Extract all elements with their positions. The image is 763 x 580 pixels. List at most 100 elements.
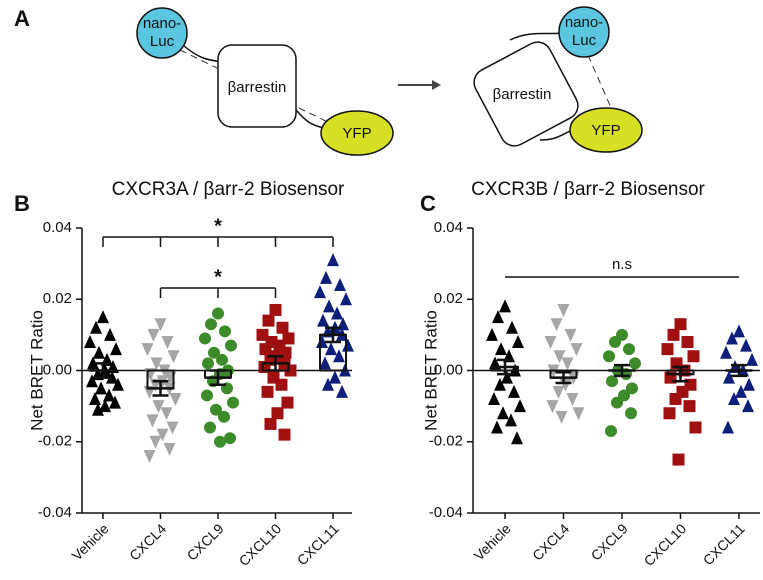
point bbox=[334, 278, 346, 291]
y-tick-label: 0.00 bbox=[43, 361, 72, 378]
y-tick-label: -0.04 bbox=[38, 504, 72, 521]
error-bar bbox=[492, 358, 518, 376]
label: YFP bbox=[342, 125, 371, 142]
point bbox=[570, 343, 583, 357]
point bbox=[512, 335, 524, 348]
point bbox=[269, 303, 282, 316]
y-tick-label: 0.00 bbox=[434, 361, 463, 378]
point bbox=[275, 378, 288, 391]
point bbox=[208, 346, 220, 359]
point bbox=[216, 353, 228, 366]
point bbox=[663, 407, 676, 420]
point bbox=[557, 303, 570, 317]
point bbox=[214, 435, 226, 448]
point bbox=[486, 327, 498, 341]
y-tick-label: -0.02 bbox=[429, 433, 463, 450]
y-tick-label: 0.02 bbox=[43, 290, 72, 307]
point bbox=[106, 370, 118, 384]
point bbox=[492, 310, 504, 324]
point bbox=[146, 414, 159, 428]
point bbox=[733, 324, 745, 338]
point bbox=[143, 450, 156, 463]
point bbox=[561, 357, 574, 371]
significance-label: * bbox=[214, 266, 222, 288]
point bbox=[327, 253, 339, 267]
arrestin bbox=[217, 44, 297, 128]
point bbox=[104, 327, 116, 341]
point bbox=[550, 318, 563, 332]
point bbox=[103, 388, 115, 402]
point bbox=[93, 345, 105, 359]
point bbox=[499, 299, 511, 313]
point bbox=[566, 393, 579, 406]
label: Luc bbox=[572, 32, 597, 49]
point bbox=[323, 299, 335, 313]
point bbox=[572, 407, 585, 421]
point bbox=[276, 321, 289, 334]
point bbox=[511, 431, 523, 445]
point bbox=[331, 306, 343, 320]
point bbox=[564, 328, 577, 342]
point bbox=[340, 292, 352, 306]
point bbox=[623, 343, 635, 356]
point bbox=[205, 318, 217, 331]
error-bar bbox=[262, 355, 289, 372]
point bbox=[147, 328, 160, 342]
point bbox=[150, 357, 163, 371]
point bbox=[494, 377, 506, 391]
point bbox=[329, 370, 341, 384]
panel-label: C bbox=[420, 191, 436, 216]
point bbox=[219, 325, 231, 338]
point bbox=[336, 384, 348, 398]
point bbox=[261, 385, 274, 398]
point bbox=[322, 377, 334, 391]
point bbox=[278, 428, 291, 441]
point bbox=[720, 345, 732, 359]
point bbox=[495, 342, 507, 356]
y-tick-label: -0.02 bbox=[38, 433, 72, 450]
point bbox=[210, 403, 222, 416]
x-tick-label: CXCL11 bbox=[700, 520, 748, 568]
point bbox=[99, 399, 111, 413]
point bbox=[325, 342, 337, 356]
point bbox=[262, 314, 275, 327]
error-bar bbox=[147, 379, 174, 397]
label: YFP bbox=[591, 122, 620, 139]
y-axis-label: Net BRET Ratio bbox=[27, 310, 46, 431]
chart-title: CXCR3A / βarr-2 Biosensor bbox=[112, 179, 345, 200]
yfp bbox=[320, 110, 394, 156]
significance-bracket bbox=[102, 236, 334, 247]
point bbox=[333, 349, 345, 363]
nanoluc bbox=[136, 7, 188, 59]
arrestin bbox=[473, 41, 579, 147]
x-tick-label: CXCL9 bbox=[588, 520, 631, 563]
point bbox=[667, 328, 680, 341]
point bbox=[609, 336, 621, 348]
point bbox=[84, 335, 96, 348]
point bbox=[553, 350, 566, 364]
panel-label: A bbox=[14, 6, 30, 31]
point bbox=[109, 395, 121, 409]
y-tick-label: 0.04 bbox=[43, 219, 72, 236]
point bbox=[603, 350, 615, 363]
point bbox=[689, 421, 702, 434]
point bbox=[92, 402, 104, 416]
point bbox=[166, 421, 179, 435]
point bbox=[544, 336, 557, 349]
error-bar bbox=[550, 371, 577, 385]
point bbox=[611, 396, 623, 409]
point bbox=[90, 320, 102, 334]
point bbox=[555, 410, 568, 424]
point bbox=[86, 374, 98, 388]
arrow-head bbox=[432, 80, 441, 90]
point bbox=[722, 420, 734, 434]
point bbox=[605, 425, 617, 438]
panel-label: B bbox=[14, 191, 30, 216]
error-bar bbox=[726, 363, 752, 378]
point bbox=[314, 285, 326, 299]
point bbox=[97, 310, 109, 324]
point bbox=[156, 428, 169, 442]
error-bar bbox=[667, 365, 694, 383]
y-tick-label: 0.02 bbox=[434, 290, 463, 307]
